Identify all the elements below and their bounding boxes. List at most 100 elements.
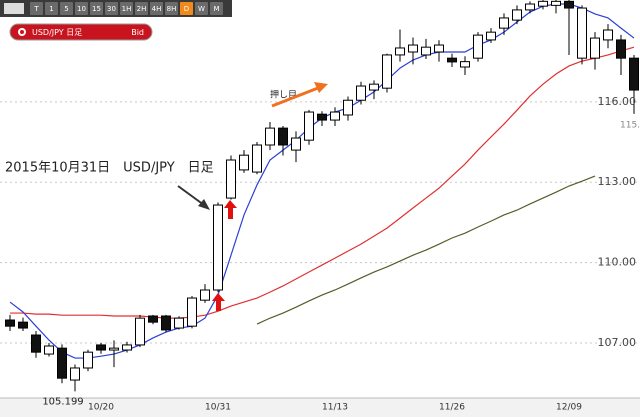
timeframe-button[interactable] bbox=[195, 2, 208, 15]
timeframe-button[interactable] bbox=[150, 2, 163, 15]
moving-average bbox=[10, 46, 635, 319]
candle-body bbox=[278, 127, 288, 146]
timeframe-label: 30 bbox=[107, 5, 116, 13]
y-tick-label: 116.00 bbox=[598, 95, 637, 108]
candle-body bbox=[629, 57, 639, 91]
up-arrow bbox=[212, 293, 225, 311]
x-axis-strip bbox=[0, 398, 640, 417]
timeframe-label: W bbox=[198, 5, 205, 13]
candle-body bbox=[174, 317, 184, 329]
timeframe-label: 8H bbox=[167, 5, 177, 13]
timeframe-button[interactable] bbox=[120, 2, 133, 15]
candle-body bbox=[473, 34, 483, 59]
candle-body bbox=[577, 7, 587, 59]
price-label: 115.5 bbox=[620, 121, 640, 131]
candle-body bbox=[408, 44, 418, 53]
candle-body bbox=[187, 297, 197, 327]
candle-body bbox=[369, 83, 379, 91]
candle-body bbox=[122, 344, 132, 351]
candle-body bbox=[434, 44, 444, 53]
candle-body bbox=[5, 319, 15, 327]
chart-note: 2015年10月31日 USD/JPY 日足 bbox=[5, 161, 214, 176]
x-tick-label: 10/31 bbox=[205, 403, 231, 413]
timeframe-button[interactable] bbox=[180, 2, 193, 15]
candle-body bbox=[70, 367, 80, 381]
candle-body bbox=[96, 344, 106, 351]
x-tick-label: 11/26 bbox=[439, 403, 465, 413]
low-label: 105.199 bbox=[42, 396, 83, 407]
timeframe-button[interactable] bbox=[165, 2, 178, 15]
timeframe-label: D bbox=[184, 5, 189, 13]
candle-body bbox=[603, 29, 613, 41]
candle-body bbox=[395, 47, 405, 56]
candle-body bbox=[343, 99, 353, 116]
candle-body bbox=[161, 315, 171, 331]
candle-body bbox=[525, 3, 535, 11]
candle-body bbox=[317, 113, 327, 121]
timeframe-button[interactable] bbox=[75, 2, 88, 15]
timeframe-label: 2H bbox=[137, 5, 147, 13]
candle-body bbox=[226, 159, 236, 199]
trend-arrow bbox=[271, 86, 319, 108]
candle-body bbox=[83, 351, 93, 369]
timeframe-label: 1 bbox=[49, 5, 53, 13]
candle-body bbox=[135, 317, 145, 346]
candle-body bbox=[265, 127, 275, 146]
pointer-arrow bbox=[177, 185, 205, 206]
flag-icon bbox=[4, 3, 24, 14]
candle-body bbox=[356, 85, 366, 101]
y-tick-label: 113.00 bbox=[598, 175, 637, 188]
up-arrow bbox=[224, 200, 237, 219]
candle-body bbox=[512, 9, 522, 21]
timeframe-button[interactable] bbox=[135, 2, 148, 15]
candle-body bbox=[499, 17, 509, 29]
timeframe-button[interactable] bbox=[210, 2, 223, 15]
candle-body bbox=[109, 347, 119, 351]
candle-body bbox=[213, 204, 223, 291]
timeframe-label: 15 bbox=[92, 5, 101, 13]
timeframe-label: T bbox=[33, 5, 39, 13]
candle-body bbox=[57, 347, 67, 379]
candle-body bbox=[239, 154, 249, 171]
x-tick-label: 12/09 bbox=[556, 403, 582, 413]
candle-body bbox=[200, 289, 210, 301]
candle-body bbox=[616, 39, 626, 59]
candle-body bbox=[31, 334, 41, 353]
candle-body bbox=[382, 54, 392, 89]
symbol-flag-dot bbox=[20, 30, 24, 34]
timeframe-button[interactable] bbox=[45, 2, 58, 15]
plot-area bbox=[0, 0, 640, 392]
timeframe-button[interactable] bbox=[30, 2, 43, 15]
timeframe-button[interactable] bbox=[90, 2, 103, 15]
candle-body bbox=[460, 61, 470, 68]
candle-body bbox=[291, 137, 301, 151]
candle-body bbox=[18, 321, 28, 329]
candle-body bbox=[252, 144, 262, 173]
candle-body bbox=[486, 31, 496, 41]
symbol-name: USD/JPY 日足 bbox=[32, 28, 82, 37]
candle-body bbox=[590, 37, 600, 59]
timeframe-label: 10 bbox=[77, 5, 86, 13]
x-tick-label: 11/13 bbox=[322, 403, 348, 413]
candle-body bbox=[538, 0, 548, 7]
candle-body bbox=[564, 0, 574, 9]
candle-body bbox=[330, 111, 340, 121]
pointer-arrow-head bbox=[198, 199, 210, 210]
timeframe-button[interactable] bbox=[105, 2, 118, 15]
timeframe-label: M bbox=[213, 5, 219, 13]
candle-body bbox=[44, 345, 54, 355]
timeframe-label: 5 bbox=[64, 5, 68, 13]
candle-body bbox=[447, 57, 457, 63]
candle-body bbox=[304, 111, 314, 141]
symbol-bar[interactable] bbox=[9, 23, 153, 41]
x-tick-label: 10/20 bbox=[88, 403, 114, 413]
candle-body bbox=[551, 0, 561, 6]
timeframe-button[interactable] bbox=[60, 2, 73, 15]
trend-arrow-head bbox=[314, 82, 328, 93]
candle-body bbox=[421, 46, 431, 56]
price-side: Bid bbox=[131, 28, 144, 37]
